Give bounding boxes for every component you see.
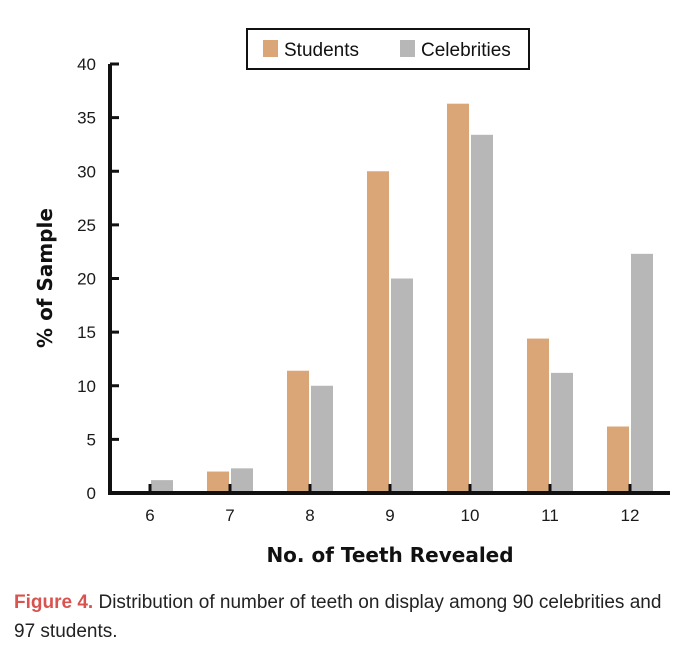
y-axis-title: % of Sample bbox=[33, 208, 57, 348]
bar-celebrities-8 bbox=[311, 385, 333, 493]
bar-students-11 bbox=[527, 338, 549, 493]
x-ticks-group: 6 7 8 9 10 11 12 bbox=[145, 484, 639, 525]
y-tick-label: 20 bbox=[77, 270, 96, 289]
x-tick-label: 6 bbox=[145, 506, 154, 525]
bars-group bbox=[151, 103, 653, 494]
y-ticks-group: 0 5 10 15 20 25 30 35 40 bbox=[77, 55, 119, 503]
bar-chart: 0 5 10 15 20 25 30 35 40 6 7 8 9 10 11 12 No. of Teeth… bbox=[33, 28, 670, 567]
figure-caption: Figure 4. Distribution of number of teet… bbox=[14, 588, 674, 646]
legend-label-celebrities: Celebrities bbox=[421, 40, 511, 61]
x-tick-label: 11 bbox=[541, 506, 559, 525]
x-axis-title: No. of Teeth Revealed bbox=[266, 543, 513, 567]
y-tick-label: 10 bbox=[77, 377, 96, 396]
y-tick-label: 15 bbox=[77, 323, 96, 342]
figure-label: Figure 4. bbox=[14, 592, 94, 613]
y-tick-label: 25 bbox=[77, 216, 96, 235]
bar-celebrities-11 bbox=[551, 372, 573, 493]
bar-celebrities-7 bbox=[231, 468, 253, 493]
y-tick-label: 35 bbox=[77, 109, 96, 128]
x-tick-label: 8 bbox=[305, 506, 314, 525]
bar-celebrities-10 bbox=[471, 134, 493, 493]
y-tick-label: 0 bbox=[87, 484, 96, 503]
y-tick-label: 40 bbox=[77, 55, 96, 74]
bar-celebrities-6 bbox=[151, 480, 173, 493]
legend-swatch-celebrities bbox=[400, 40, 415, 57]
y-tick-label: 5 bbox=[87, 430, 96, 449]
bar-students-8 bbox=[287, 370, 309, 493]
legend-swatch-students bbox=[263, 40, 278, 57]
legend-frame bbox=[246, 28, 530, 70]
x-tick-label: 12 bbox=[621, 506, 640, 525]
x-tick-label: 7 bbox=[225, 506, 234, 525]
x-tick-label: 10 bbox=[461, 506, 480, 525]
bar-celebrities-12 bbox=[631, 253, 653, 493]
y-tick-label: 30 bbox=[77, 162, 96, 181]
figure-caption-text: Distribution of number of teeth on displ… bbox=[14, 592, 662, 642]
bar-students-10 bbox=[447, 103, 469, 494]
bar-students-9 bbox=[367, 171, 389, 493]
legend: Students Celebrities bbox=[246, 28, 530, 70]
legend-label-students: Students bbox=[284, 40, 359, 61]
bar-students-12 bbox=[607, 426, 629, 493]
x-tick-label: 9 bbox=[385, 506, 394, 525]
bar-celebrities-9 bbox=[391, 278, 413, 493]
bar-students-7 bbox=[207, 471, 229, 493]
